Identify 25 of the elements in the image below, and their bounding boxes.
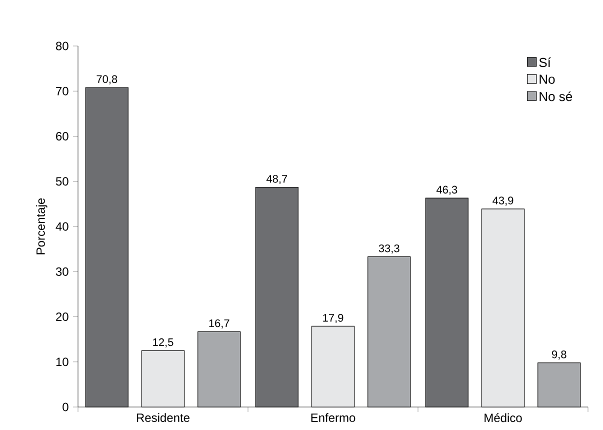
data-label: 33,3	[378, 244, 400, 254]
legend-label: Sí	[539, 57, 551, 68]
data-label: 9,8	[552, 350, 566, 360]
x-tick-label: Médico	[484, 413, 522, 422]
y-tick-label: 50	[56, 177, 68, 186]
y-tick-label: 30	[56, 267, 68, 276]
y-tick-label: 80	[56, 42, 68, 50]
data-label: 16,7	[209, 319, 230, 328]
data-label: 43,9	[492, 196, 514, 206]
data-label: 12,5	[153, 338, 174, 348]
data-label: 70,8	[96, 75, 118, 84]
legend-label: No	[540, 74, 555, 84]
legend-label: No sé	[540, 91, 572, 102]
y-tick-label: 10	[56, 358, 68, 366]
y-tick-label: 60	[56, 132, 68, 141]
y-tick-label: 40	[56, 222, 68, 231]
y-tick-label: 70	[56, 86, 68, 96]
x-tick-label: Residente	[136, 413, 190, 422]
y-axis-title: Porcentaje	[36, 198, 48, 254]
data-label: 17,9	[323, 314, 344, 324]
data-label: 48,7	[266, 174, 288, 184]
data-label: 46,3	[436, 186, 458, 195]
y-tick-label: 0	[62, 402, 68, 412]
x-tick-label: Enfermo	[311, 413, 356, 422]
y-tick-label: 20	[56, 312, 68, 322]
